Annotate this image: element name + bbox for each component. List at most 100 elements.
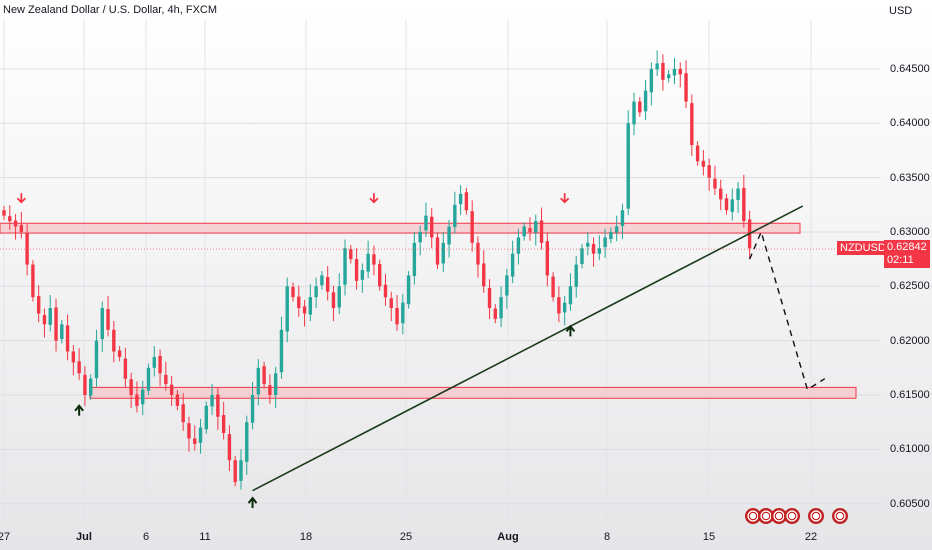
x-tick-label: 22	[804, 531, 818, 543]
candle-body	[268, 385, 272, 395]
candle-body	[169, 384, 174, 395]
candle-body	[505, 275, 509, 296]
candle-body	[366, 253, 370, 272]
candle-body	[632, 101, 636, 125]
candle-body	[314, 286, 318, 298]
candle-body	[117, 350, 122, 357]
candle-body	[146, 367, 151, 391]
x-tick-label: 15	[702, 531, 716, 543]
x-tick-label: 11	[199, 531, 211, 543]
candle-body	[470, 211, 474, 243]
us-flag-icon[interactable]	[784, 508, 800, 524]
candle-body	[129, 379, 133, 395]
candle-body	[106, 309, 110, 330]
candle-body	[383, 284, 388, 298]
candle-body	[187, 423, 191, 439]
candle-body	[458, 193, 463, 205]
candle-body	[175, 394, 180, 406]
chart-title: New Zealand Dollar / U.S. Dollar, 4h, FX…	[3, 4, 218, 16]
candle-body	[164, 374, 168, 385]
candle-body	[2, 210, 6, 216]
candle-body	[493, 308, 497, 319]
x-tick-label: 8	[603, 531, 611, 543]
candle-body	[516, 237, 521, 254]
candle-body	[412, 242, 417, 276]
candle-body	[239, 460, 243, 481]
candle-body	[713, 178, 717, 189]
arrow-head	[247, 496, 258, 504]
candle-body	[643, 90, 648, 112]
candle-body	[464, 192, 469, 211]
candle-body	[42, 315, 47, 325]
candle-body	[453, 204, 457, 228]
us-flag-icon[interactable]	[808, 508, 824, 524]
arrow-head	[74, 404, 84, 412]
candle-body	[667, 74, 671, 79]
candle-body	[510, 253, 515, 277]
candle-body	[123, 358, 128, 379]
candle-body	[291, 286, 295, 298]
candle-body	[684, 73, 688, 102]
candle-body	[65, 325, 70, 352]
candle-body	[354, 259, 359, 281]
price-zones	[0, 222, 857, 399]
x-tick-label: Aug	[497, 531, 519, 543]
candle-body	[655, 63, 659, 70]
candle-body	[672, 68, 677, 76]
candle-body	[71, 351, 76, 363]
candle-body	[19, 224, 24, 232]
candle-body	[435, 237, 440, 265]
grid-lines	[0, 20, 880, 520]
candle-body	[216, 394, 220, 417]
candle-body	[337, 286, 341, 308]
candle-body	[557, 297, 561, 314]
candle-body	[210, 395, 214, 407]
last-price-tag: 0.62842 02:11	[884, 240, 930, 268]
candle-body	[349, 249, 353, 260]
candle-body	[482, 263, 486, 287]
candle-body	[395, 308, 399, 325]
candle-body	[638, 101, 642, 113]
up-arrow-icon	[74, 404, 84, 416]
candle-body	[430, 216, 434, 238]
candle-body	[250, 395, 255, 423]
candle-body	[181, 404, 185, 423]
ascending-trendline	[252, 205, 804, 492]
candle-body	[447, 226, 451, 245]
candle-body	[256, 367, 261, 395]
last-price: 0.62842	[887, 241, 927, 253]
candle-body	[36, 296, 41, 314]
down-arrow-icon	[560, 193, 570, 204]
y-tick-label: 0.62500	[890, 280, 930, 293]
projection-path	[748, 229, 826, 391]
candle-body	[221, 415, 226, 434]
candle-body	[562, 302, 567, 313]
candle-body	[574, 264, 578, 287]
economic-events[interactable]	[745, 508, 848, 524]
candle-body	[262, 366, 266, 385]
candle-body	[273, 373, 278, 395]
candle-body	[418, 231, 422, 243]
us-flag-icon[interactable]	[832, 508, 848, 524]
candle-body	[378, 264, 382, 287]
support-zone	[89, 386, 857, 399]
candle-body	[701, 160, 706, 167]
candle-body	[724, 198, 729, 211]
candle-body	[302, 306, 307, 314]
up-arrow-icon	[247, 496, 258, 509]
candle-body	[48, 308, 52, 325]
candle-body	[649, 68, 654, 93]
candle-body	[534, 221, 538, 233]
candle-body	[233, 460, 237, 482]
candle-body	[325, 277, 330, 292]
y-tick-label: 0.63000	[890, 225, 930, 238]
candle-body	[441, 242, 445, 264]
candle-body	[320, 275, 324, 286]
candle-body	[193, 438, 197, 444]
candle-series	[2, 50, 752, 490]
candle-body	[152, 356, 156, 368]
candle-body	[135, 394, 139, 406]
candle-body	[360, 270, 365, 280]
candle-body	[285, 286, 289, 332]
